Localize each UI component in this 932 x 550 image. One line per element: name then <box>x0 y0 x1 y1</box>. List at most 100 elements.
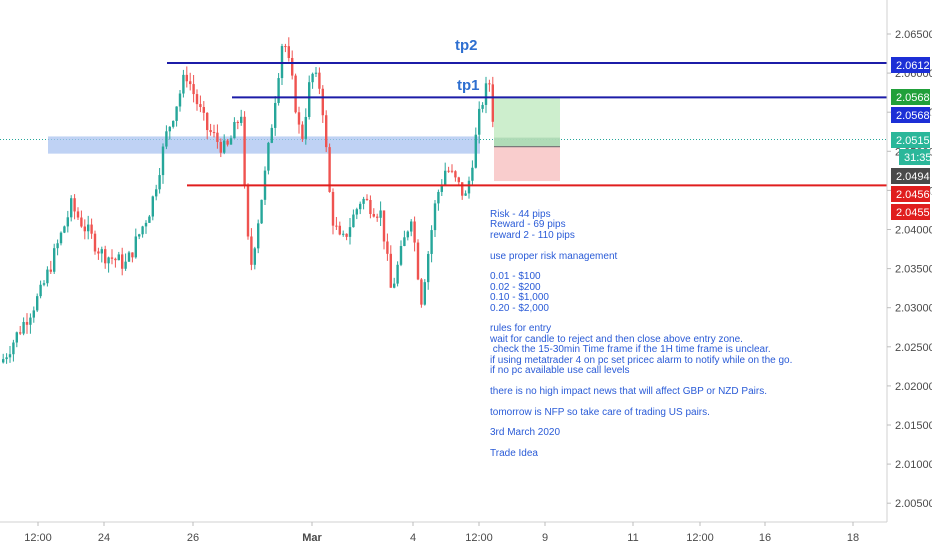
candle <box>475 128 477 169</box>
candle <box>335 217 337 230</box>
candle <box>434 200 436 237</box>
note-line: 3rd March 2020 <box>490 428 880 438</box>
candle <box>101 247 103 263</box>
x-tick-label: 4 <box>410 532 416 544</box>
candle <box>420 278 422 308</box>
candle <box>19 326 21 335</box>
candle <box>427 251 429 290</box>
candle <box>298 107 300 134</box>
candle <box>481 102 483 112</box>
candle <box>396 261 398 286</box>
candle <box>39 281 41 299</box>
note-line: if no pc available use call levels <box>490 366 880 376</box>
candle <box>73 194 75 219</box>
price-badge: 2.05689 <box>891 89 932 105</box>
candle <box>186 66 188 87</box>
candle <box>322 85 324 123</box>
candle <box>165 125 167 149</box>
candle <box>87 216 89 239</box>
candle <box>311 73 313 89</box>
candle <box>437 190 439 211</box>
x-tick-label: 12:00 <box>24 532 52 544</box>
candle <box>63 226 65 234</box>
tp-label-tp2: tp2 <box>455 37 478 54</box>
candle <box>332 188 334 234</box>
candle <box>179 90 181 112</box>
price-badge: 31:35 <box>899 149 932 165</box>
candle <box>199 96 201 113</box>
candle <box>281 44 283 85</box>
candle <box>209 124 211 136</box>
candle <box>260 200 262 224</box>
note-line: tomorrow is NFP so take care of trading … <box>490 408 880 418</box>
candle <box>121 248 123 276</box>
candle <box>36 294 38 313</box>
candle <box>118 252 120 260</box>
candle <box>158 168 160 194</box>
candle <box>301 121 303 142</box>
candle <box>104 246 106 269</box>
x-tick-label: 26 <box>187 532 199 544</box>
candle <box>352 209 354 227</box>
y-tick-label: 2.03000 <box>895 303 932 315</box>
candle <box>155 185 157 200</box>
candle <box>84 219 86 239</box>
candle <box>454 170 456 181</box>
candle <box>271 124 273 143</box>
candle <box>383 210 385 249</box>
candle <box>247 183 249 239</box>
candle <box>400 240 402 266</box>
candle <box>291 50 293 79</box>
candle <box>138 234 140 239</box>
y-tick-label: 2.01000 <box>895 459 932 471</box>
candle <box>257 220 259 254</box>
long-position-tool[interactable] <box>494 98 560 181</box>
candle <box>128 251 130 262</box>
note-line: there is no high impact news that will a… <box>490 387 880 397</box>
note-line <box>490 262 880 272</box>
candle <box>12 340 14 362</box>
y-tick-label: 2.03500 <box>895 264 932 276</box>
candle <box>56 239 58 255</box>
candle <box>288 37 290 61</box>
note-line: use proper risk management <box>490 252 880 262</box>
open-pnl-zone <box>494 138 560 147</box>
note-line: 0.20 - $2,000 <box>490 304 880 314</box>
candle <box>284 44 286 52</box>
svg-text:2.06129: 2.06129 <box>896 60 932 72</box>
candle <box>182 70 184 98</box>
svg-text:2.04565: 2.04565 <box>896 189 932 201</box>
candle <box>233 117 235 138</box>
candle <box>70 195 72 221</box>
trade-notes: Risk - 44 pips Reward - 69 pips reward 2 -… <box>490 210 880 460</box>
candle <box>441 179 443 196</box>
candle <box>250 228 252 270</box>
candle <box>152 196 154 221</box>
svg-text:2.05689: 2.05689 <box>896 92 932 104</box>
candle <box>9 346 11 363</box>
candle <box>471 160 473 184</box>
candle <box>410 219 412 236</box>
candle <box>240 110 242 126</box>
candle <box>342 231 344 237</box>
candle <box>16 332 18 348</box>
candle <box>29 313 31 333</box>
price-badge: 2.04942 <box>891 168 932 184</box>
svg-text:31:35: 31:35 <box>904 152 932 164</box>
stop-zone <box>494 147 560 181</box>
note-line: Trade Idea <box>490 449 880 459</box>
entry-zone <box>48 136 480 153</box>
y-tick-label: 2.04000 <box>895 225 932 237</box>
y-tick-label: 2.02000 <box>895 381 932 393</box>
candle <box>53 244 55 274</box>
candle <box>325 110 327 152</box>
candle <box>393 278 395 288</box>
candle <box>46 266 48 286</box>
candle <box>2 354 4 364</box>
svg-text:2.05151: 2.05151 <box>896 135 932 147</box>
candle <box>468 177 470 199</box>
candle <box>485 77 487 113</box>
x-tick-label: 18 <box>847 532 859 544</box>
candle <box>107 257 109 273</box>
candle <box>97 248 99 260</box>
